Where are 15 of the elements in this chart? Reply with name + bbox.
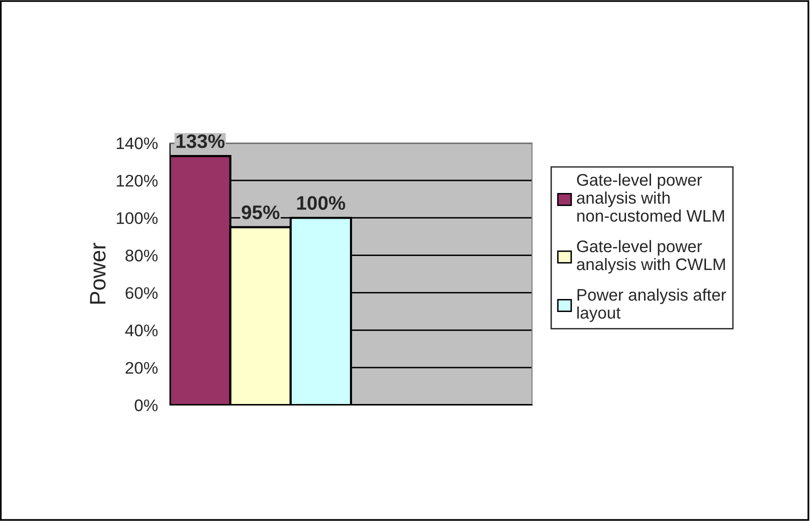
y-tick-label: 40% <box>125 324 158 336</box>
legend-label: Gate-level power analysis with CWLM <box>576 240 725 274</box>
y-tick-label: 80% <box>126 250 158 262</box>
y-tick-label: 140% <box>116 137 158 150</box>
data-label: 100% <box>297 196 346 210</box>
y-tick-label: 0% <box>134 399 158 412</box>
y-axis-title: Power <box>90 242 106 304</box>
legend-label: Power analysis after layout <box>577 288 726 322</box>
y-tick-label: 120% <box>116 174 158 187</box>
legend-label: Gate-level power analysis with non-customed WLM <box>576 174 724 222</box>
y-tick-label: 60% <box>126 287 158 299</box>
y-tick-label: 100% <box>116 212 158 224</box>
data-label: 133% <box>176 134 225 148</box>
y-tick-label: 20% <box>126 362 158 374</box>
data-label: 95% <box>242 205 280 220</box>
